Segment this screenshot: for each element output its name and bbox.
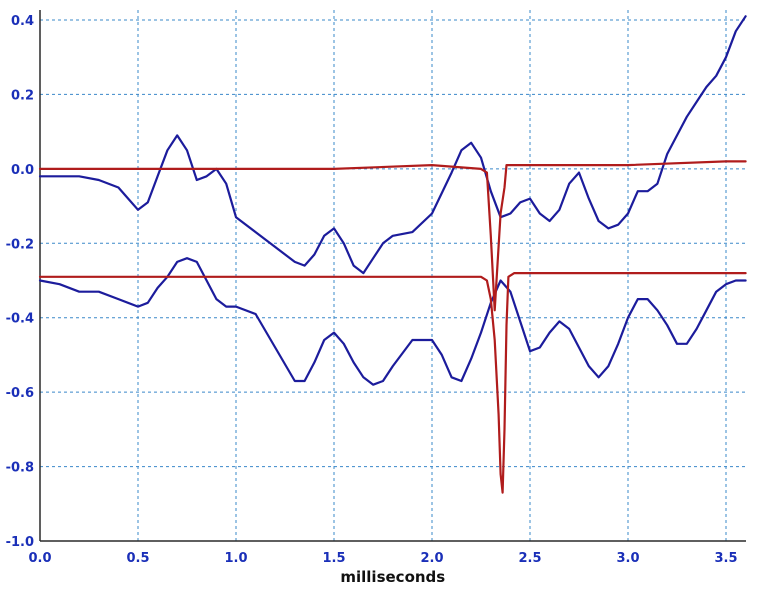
- y-tick-label: 0.2: [11, 88, 34, 103]
- grid: [40, 10, 746, 541]
- y-tick-label: 0.0: [11, 163, 34, 178]
- x-tick-label: 1.0: [224, 551, 247, 566]
- y-tick-label: -0.2: [6, 237, 34, 252]
- x-tick-label: 3.5: [714, 551, 737, 566]
- x-tick-label: 2.0: [420, 551, 443, 566]
- x-axis-label: milliseconds: [340, 568, 445, 586]
- y-tick-label: -0.8: [6, 461, 34, 476]
- x-tick-label: 3.0: [616, 551, 639, 566]
- axes: [39, 10, 746, 542]
- series-group: [38, 15, 747, 494]
- y-tick-label: 0.4: [11, 14, 34, 29]
- y-tick-labels: 0.4 0.2 0.0 -0.2 -0.4 -0.6 -0.8 -1.0: [6, 14, 34, 550]
- series-line-2: [38, 257, 747, 386]
- y-tick-label: -1.0: [6, 535, 34, 550]
- x-tick-label: 0.0: [28, 551, 51, 566]
- x-tick-labels: 0.0 0.5 1.0 1.5 2.0 2.5 3.0 3.5: [28, 551, 737, 566]
- x-tick-label: 0.5: [126, 551, 149, 566]
- x-tick-label: 1.5: [322, 551, 345, 566]
- y-tick-label: -0.6: [6, 386, 34, 401]
- series-line-3: [38, 160, 747, 312]
- x-tick-label: 2.5: [518, 551, 541, 566]
- y-tick-label: -0.4: [6, 312, 34, 327]
- series-line-1: [38, 15, 747, 275]
- series-line-4: [38, 272, 747, 494]
